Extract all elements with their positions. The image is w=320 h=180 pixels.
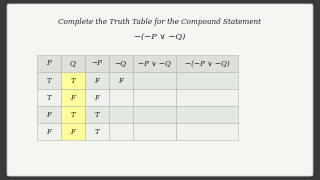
FancyBboxPatch shape (258, 2, 297, 23)
Text: T: T (94, 111, 99, 119)
Text: −(−P ∨ −Q): −(−P ∨ −Q) (185, 59, 229, 68)
Circle shape (262, 4, 293, 27)
Text: F: F (70, 128, 75, 136)
Text: F: F (70, 94, 75, 102)
Text: T: T (70, 111, 75, 119)
Text: F: F (94, 76, 99, 85)
Text: −P ∨ −Q: −P ∨ −Q (138, 59, 171, 68)
Text: P: P (46, 59, 51, 68)
Text: −Q: −Q (115, 59, 127, 68)
Text: Complete the Truth Table for the Compound Statement: Complete the Truth Table for the Compoun… (59, 19, 261, 26)
Text: F: F (46, 128, 51, 136)
Text: −(−P ∨ −Q): −(−P ∨ −Q) (134, 33, 186, 41)
Text: F: F (118, 76, 123, 85)
Text: Q: Q (70, 59, 76, 68)
FancyBboxPatch shape (249, 21, 306, 54)
Text: T: T (94, 128, 99, 136)
Text: T: T (70, 76, 75, 85)
Text: F: F (46, 111, 51, 119)
Text: F: F (94, 94, 99, 102)
Text: T: T (46, 76, 51, 85)
Text: T: T (46, 94, 51, 102)
Text: −P: −P (91, 59, 102, 68)
